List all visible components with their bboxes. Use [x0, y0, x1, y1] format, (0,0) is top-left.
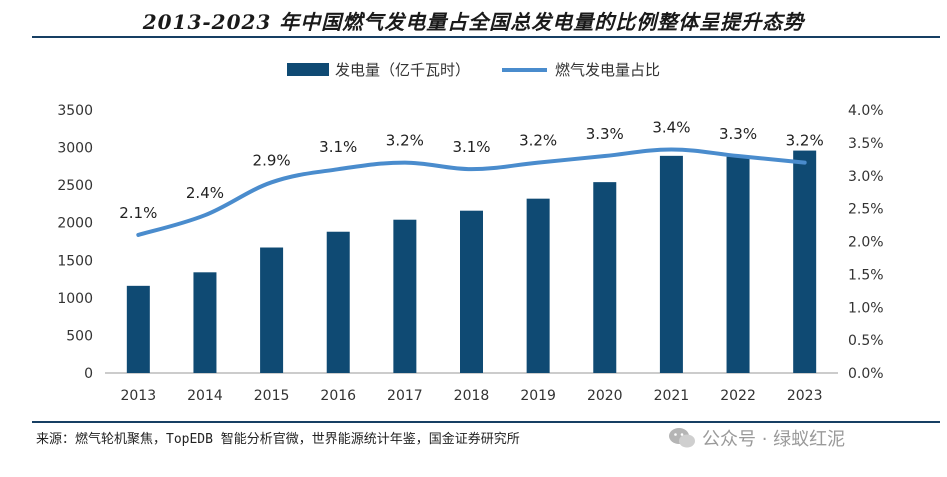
y-left-tick-label: 1000 — [57, 291, 93, 307]
bar-generation — [593, 182, 617, 373]
legend-line-label: 燃气发电量占比 — [555, 61, 660, 79]
legend: 发电量（亿千瓦时） 燃气发电量占比 — [287, 61, 660, 79]
y-right-tick-label: 1.0% — [848, 300, 884, 316]
y-right-tick-label: 3.0% — [848, 169, 884, 185]
bar-generation — [193, 272, 217, 373]
top-rule — [32, 36, 940, 38]
x-tick-label: 2020 — [587, 388, 623, 404]
wechat-icon — [669, 428, 695, 448]
ratio-data-label: 3.2% — [386, 132, 424, 150]
ratio-data-label: 3.3% — [586, 125, 624, 143]
ratio-data-label: 3.1% — [319, 138, 357, 156]
y-right-tick-label: 1.5% — [848, 267, 884, 283]
y-right-tick-label: 4.0% — [848, 103, 884, 119]
ratio-line — [136, 147, 807, 237]
source-note: 来源：燃气轮机聚焦，TopEDB 智能分析官微，世界能源统计年鉴，国金证券研究所 — [36, 432, 520, 447]
x-tick-label: 2019 — [520, 388, 556, 404]
y-left-tick-label: 3000 — [57, 141, 93, 157]
y-right-tick-label: 2.5% — [848, 202, 884, 218]
ratio-data-label: 2.1% — [119, 204, 157, 222]
ratio-line-path — [136, 147, 807, 237]
data-labels: 2.1% 2.4% 2.9% 3.1% 3.2% 3.1% 3.2% 3.3% 3.4% 3.3%… — [119, 118, 823, 221]
y-right-tick-label: 3.5% — [848, 136, 884, 152]
chart-title: 2013-2023 年中国燃气发电量占全国总发电量的比例整体呈提升态势 — [142, 10, 805, 34]
y-left-tick-label: 3500 — [57, 103, 93, 119]
y-right-tick-label: 0.5% — [848, 333, 884, 349]
ratio-data-label: 3.1% — [452, 138, 490, 156]
x-tick-label: 2013 — [120, 388, 156, 404]
ratio-data-label: 3.3% — [719, 125, 757, 143]
axes: 0 500 1000 1500 2000 2500 3000 3500 0.0% 0.5% 1.0%… — [57, 103, 883, 404]
x-tick-label: 2015 — [254, 388, 290, 404]
bar-generation — [326, 231, 350, 373]
y-left-tick-label: 1500 — [57, 253, 93, 269]
x-tick-label: 2022 — [720, 388, 756, 404]
x-tick-label: 2023 — [787, 388, 823, 404]
legend-bar-swatch — [287, 63, 329, 76]
ratio-data-label: 3.4% — [652, 118, 690, 136]
bar-generation — [726, 156, 750, 373]
x-tick-label: 2021 — [654, 388, 690, 404]
legend-bar-label: 发电量（亿千瓦时） — [335, 61, 470, 79]
y-left-tick-label: 0 — [84, 366, 93, 382]
watermark: 公众号 · 绿蚁红泥 — [668, 425, 845, 451]
y-left-tick-label: 2500 — [57, 178, 93, 194]
ratio-data-label: 3.2% — [786, 132, 824, 150]
watermark-text: 公众号 · 绿蚁红泥 — [702, 429, 846, 450]
ratio-data-label: 2.4% — [186, 184, 224, 202]
ratio-data-label: 3.2% — [519, 132, 557, 150]
bar-generation — [659, 155, 683, 373]
bar-generation — [526, 198, 550, 373]
bar-generation — [393, 219, 417, 373]
bars — [126, 150, 817, 373]
bottom-rule — [32, 421, 940, 423]
ratio-data-label: 2.9% — [253, 151, 291, 169]
bar-generation — [126, 285, 150, 373]
bar-generation — [260, 247, 284, 373]
x-tick-label: 2014 — [187, 388, 223, 404]
x-tick-label: 2018 — [454, 388, 490, 404]
y-right-tick-label: 0.0% — [848, 366, 884, 382]
chart: 发电量（亿千瓦时） 燃气发电量占比 0 500 1000 1500 2000 2500 30… — [57, 61, 883, 404]
x-tick-label: 2017 — [387, 388, 423, 404]
bar-generation — [460, 210, 483, 373]
y-right-tick-label: 2.0% — [848, 235, 884, 251]
y-left-tick-label: 2000 — [57, 216, 93, 232]
x-tick-label: 2016 — [320, 388, 356, 404]
bar-generation — [793, 150, 817, 373]
y-left-tick-label: 500 — [66, 328, 93, 344]
